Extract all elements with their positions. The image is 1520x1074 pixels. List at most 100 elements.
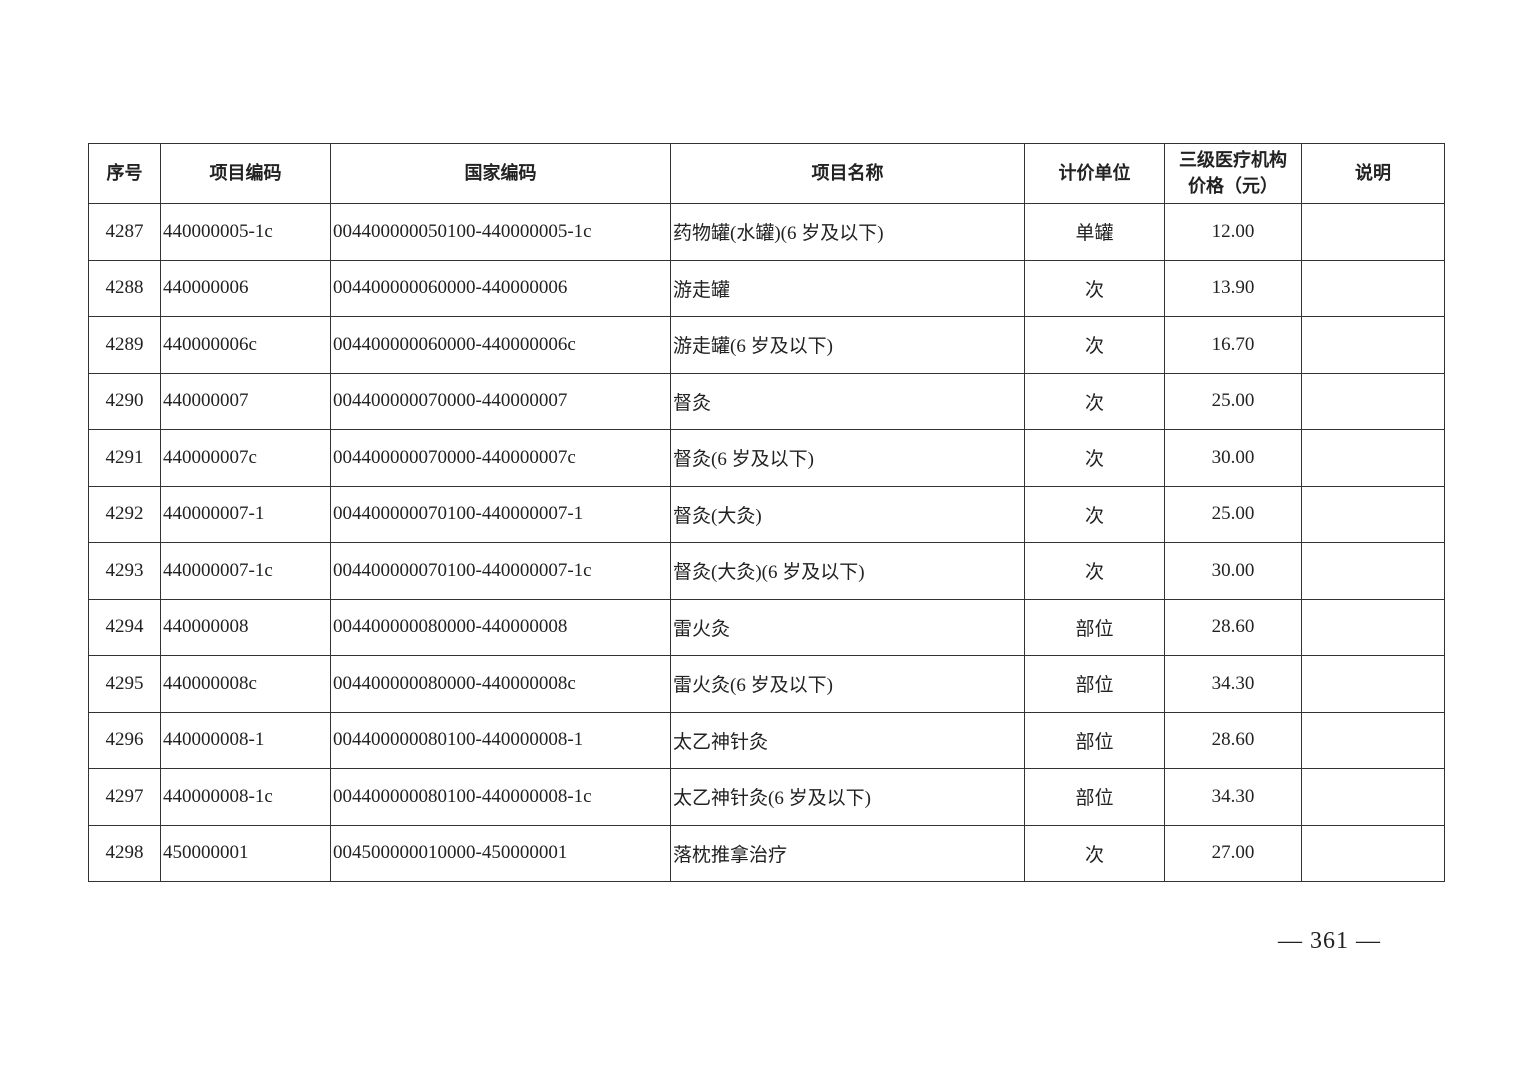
table-body: 4287 440000005-1c 004400000050100-44000000… [88, 203, 1445, 882]
table-row: 4290 440000007 004400000070000-440000007 督灸… [88, 372, 1445, 430]
header-price: 三级医疗机构 价格（元） [1164, 143, 1302, 204]
table-row: 4297 440000008-1c 004400000080100-44000000… [88, 768, 1445, 826]
cell-notes [1301, 542, 1445, 600]
cell-index: 4287 [88, 203, 161, 261]
cell-notes [1301, 711, 1445, 769]
cell-national-code: 004400000070100-440000007-1 [330, 485, 671, 543]
cell-item-name: 督灸(大灸)(6 岁及以下) [670, 542, 1025, 600]
cell-national-code: 004400000070100-440000007-1c [330, 542, 671, 600]
cell-item-code: 440000007 [160, 372, 331, 430]
table-header-row: 序号 项目编码 国家编码 项目名称 计价单位 三级医疗机构 价格（元） 说明 [88, 143, 1445, 204]
cell-notes [1301, 655, 1445, 713]
cell-item-code: 440000008-1 [160, 711, 331, 769]
cell-unit: 次 [1024, 429, 1165, 487]
cell-notes [1301, 429, 1445, 487]
cell-index: 4292 [88, 485, 161, 543]
cell-index: 4290 [88, 372, 161, 430]
cell-national-code: 004400000060000-440000006c [330, 316, 671, 374]
cell-unit: 次 [1024, 372, 1165, 430]
cell-notes [1301, 372, 1445, 430]
cell-price: 28.60 [1164, 598, 1302, 656]
cell-price: 34.30 [1164, 655, 1302, 713]
cell-item-code: 450000001 [160, 824, 331, 882]
table-row: 4294 440000008 004400000080000-440000008 雷火… [88, 598, 1445, 656]
cell-unit: 部位 [1024, 768, 1165, 826]
cell-national-code: 004400000080000-440000008 [330, 598, 671, 656]
page-number: — 361 — [1278, 928, 1381, 954]
cell-index: 4297 [88, 768, 161, 826]
cell-notes [1301, 824, 1445, 882]
cell-item-name: 督灸(大灸) [670, 485, 1025, 543]
table-row: 4293 440000007-1c 004400000070100-44000000… [88, 542, 1445, 600]
cell-price: 16.70 [1164, 316, 1302, 374]
cell-price: 30.00 [1164, 429, 1302, 487]
cell-index: 4296 [88, 711, 161, 769]
cell-price: 28.60 [1164, 711, 1302, 769]
cell-item-code: 440000007-1 [160, 485, 331, 543]
cell-national-code: 004400000050100-440000005-1c [330, 203, 671, 261]
table-row: 4291 440000007c 004400000070000-440000007c… [88, 429, 1445, 487]
cell-unit: 次 [1024, 316, 1165, 374]
cell-unit: 部位 [1024, 598, 1165, 656]
cell-item-name: 督灸 [670, 372, 1025, 430]
cell-national-code: 004400000080100-440000008-1 [330, 711, 671, 769]
cell-item-code: 440000008 [160, 598, 331, 656]
table-row: 4298 450000001 004500000010000-450000001 落枕… [88, 824, 1445, 882]
cell-national-code: 004400000080000-440000008c [330, 655, 671, 713]
cell-item-name: 落枕推拿治疗 [670, 824, 1025, 882]
cell-item-name: 雷火灸(6 岁及以下) [670, 655, 1025, 713]
price-table: 序号 项目编码 国家编码 项目名称 计价单位 三级医疗机构 价格（元） 说明 4… [88, 143, 1445, 882]
cell-index: 4293 [88, 542, 161, 600]
table-row: 4292 440000007-1 004400000070100-440000007… [88, 485, 1445, 543]
cell-index: 4298 [88, 824, 161, 882]
cell-item-code: 440000006c [160, 316, 331, 374]
cell-national-code: 004400000080100-440000008-1c [330, 768, 671, 826]
cell-item-code: 440000005-1c [160, 203, 331, 261]
cell-item-name: 太乙神针灸(6 岁及以下) [670, 768, 1025, 826]
cell-unit: 次 [1024, 824, 1165, 882]
cell-item-name: 督灸(6 岁及以下) [670, 429, 1025, 487]
cell-unit: 单罐 [1024, 203, 1165, 261]
cell-price: 30.00 [1164, 542, 1302, 600]
cell-item-code: 440000008c [160, 655, 331, 713]
header-unit: 计价单位 [1024, 143, 1165, 204]
cell-unit: 部位 [1024, 711, 1165, 769]
table-row: 4287 440000005-1c 004400000050100-44000000… [88, 203, 1445, 261]
cell-unit: 次 [1024, 485, 1165, 543]
cell-notes [1301, 203, 1445, 261]
header-national-code: 国家编码 [330, 143, 671, 204]
cell-price: 25.00 [1164, 372, 1302, 430]
cell-price: 34.30 [1164, 768, 1302, 826]
header-item-code: 项目编码 [160, 143, 331, 204]
cell-national-code: 004400000070000-440000007 [330, 372, 671, 430]
cell-notes [1301, 259, 1445, 317]
cell-price: 25.00 [1164, 485, 1302, 543]
table-row: 4296 440000008-1 004400000080100-440000008… [88, 711, 1445, 769]
cell-unit: 部位 [1024, 655, 1165, 713]
cell-item-code: 440000007-1c [160, 542, 331, 600]
table-row: 4295 440000008c 004400000080000-440000008c… [88, 655, 1445, 713]
table-row: 4289 440000006c 004400000060000-440000006c… [88, 316, 1445, 374]
cell-notes [1301, 485, 1445, 543]
cell-index: 4291 [88, 429, 161, 487]
cell-unit: 次 [1024, 542, 1165, 600]
cell-price: 12.00 [1164, 203, 1302, 261]
header-notes: 说明 [1301, 143, 1445, 204]
cell-item-name: 游走罐 [670, 259, 1025, 317]
cell-unit: 次 [1024, 259, 1165, 317]
header-item-name: 项目名称 [670, 143, 1025, 204]
table-row: 4288 440000006 004400000060000-440000006 游走… [88, 259, 1445, 317]
cell-item-name: 药物罐(水罐)(6 岁及以下) [670, 203, 1025, 261]
cell-price: 27.00 [1164, 824, 1302, 882]
cell-index: 4289 [88, 316, 161, 374]
cell-notes [1301, 768, 1445, 826]
cell-index: 4294 [88, 598, 161, 656]
cell-national-code: 004500000010000-450000001 [330, 824, 671, 882]
cell-item-code: 440000007c [160, 429, 331, 487]
cell-item-code: 440000006 [160, 259, 331, 317]
cell-national-code: 004400000060000-440000006 [330, 259, 671, 317]
cell-national-code: 004400000070000-440000007c [330, 429, 671, 487]
cell-item-code: 440000008-1c [160, 768, 331, 826]
cell-price: 13.90 [1164, 259, 1302, 317]
cell-item-name: 太乙神针灸 [670, 711, 1025, 769]
